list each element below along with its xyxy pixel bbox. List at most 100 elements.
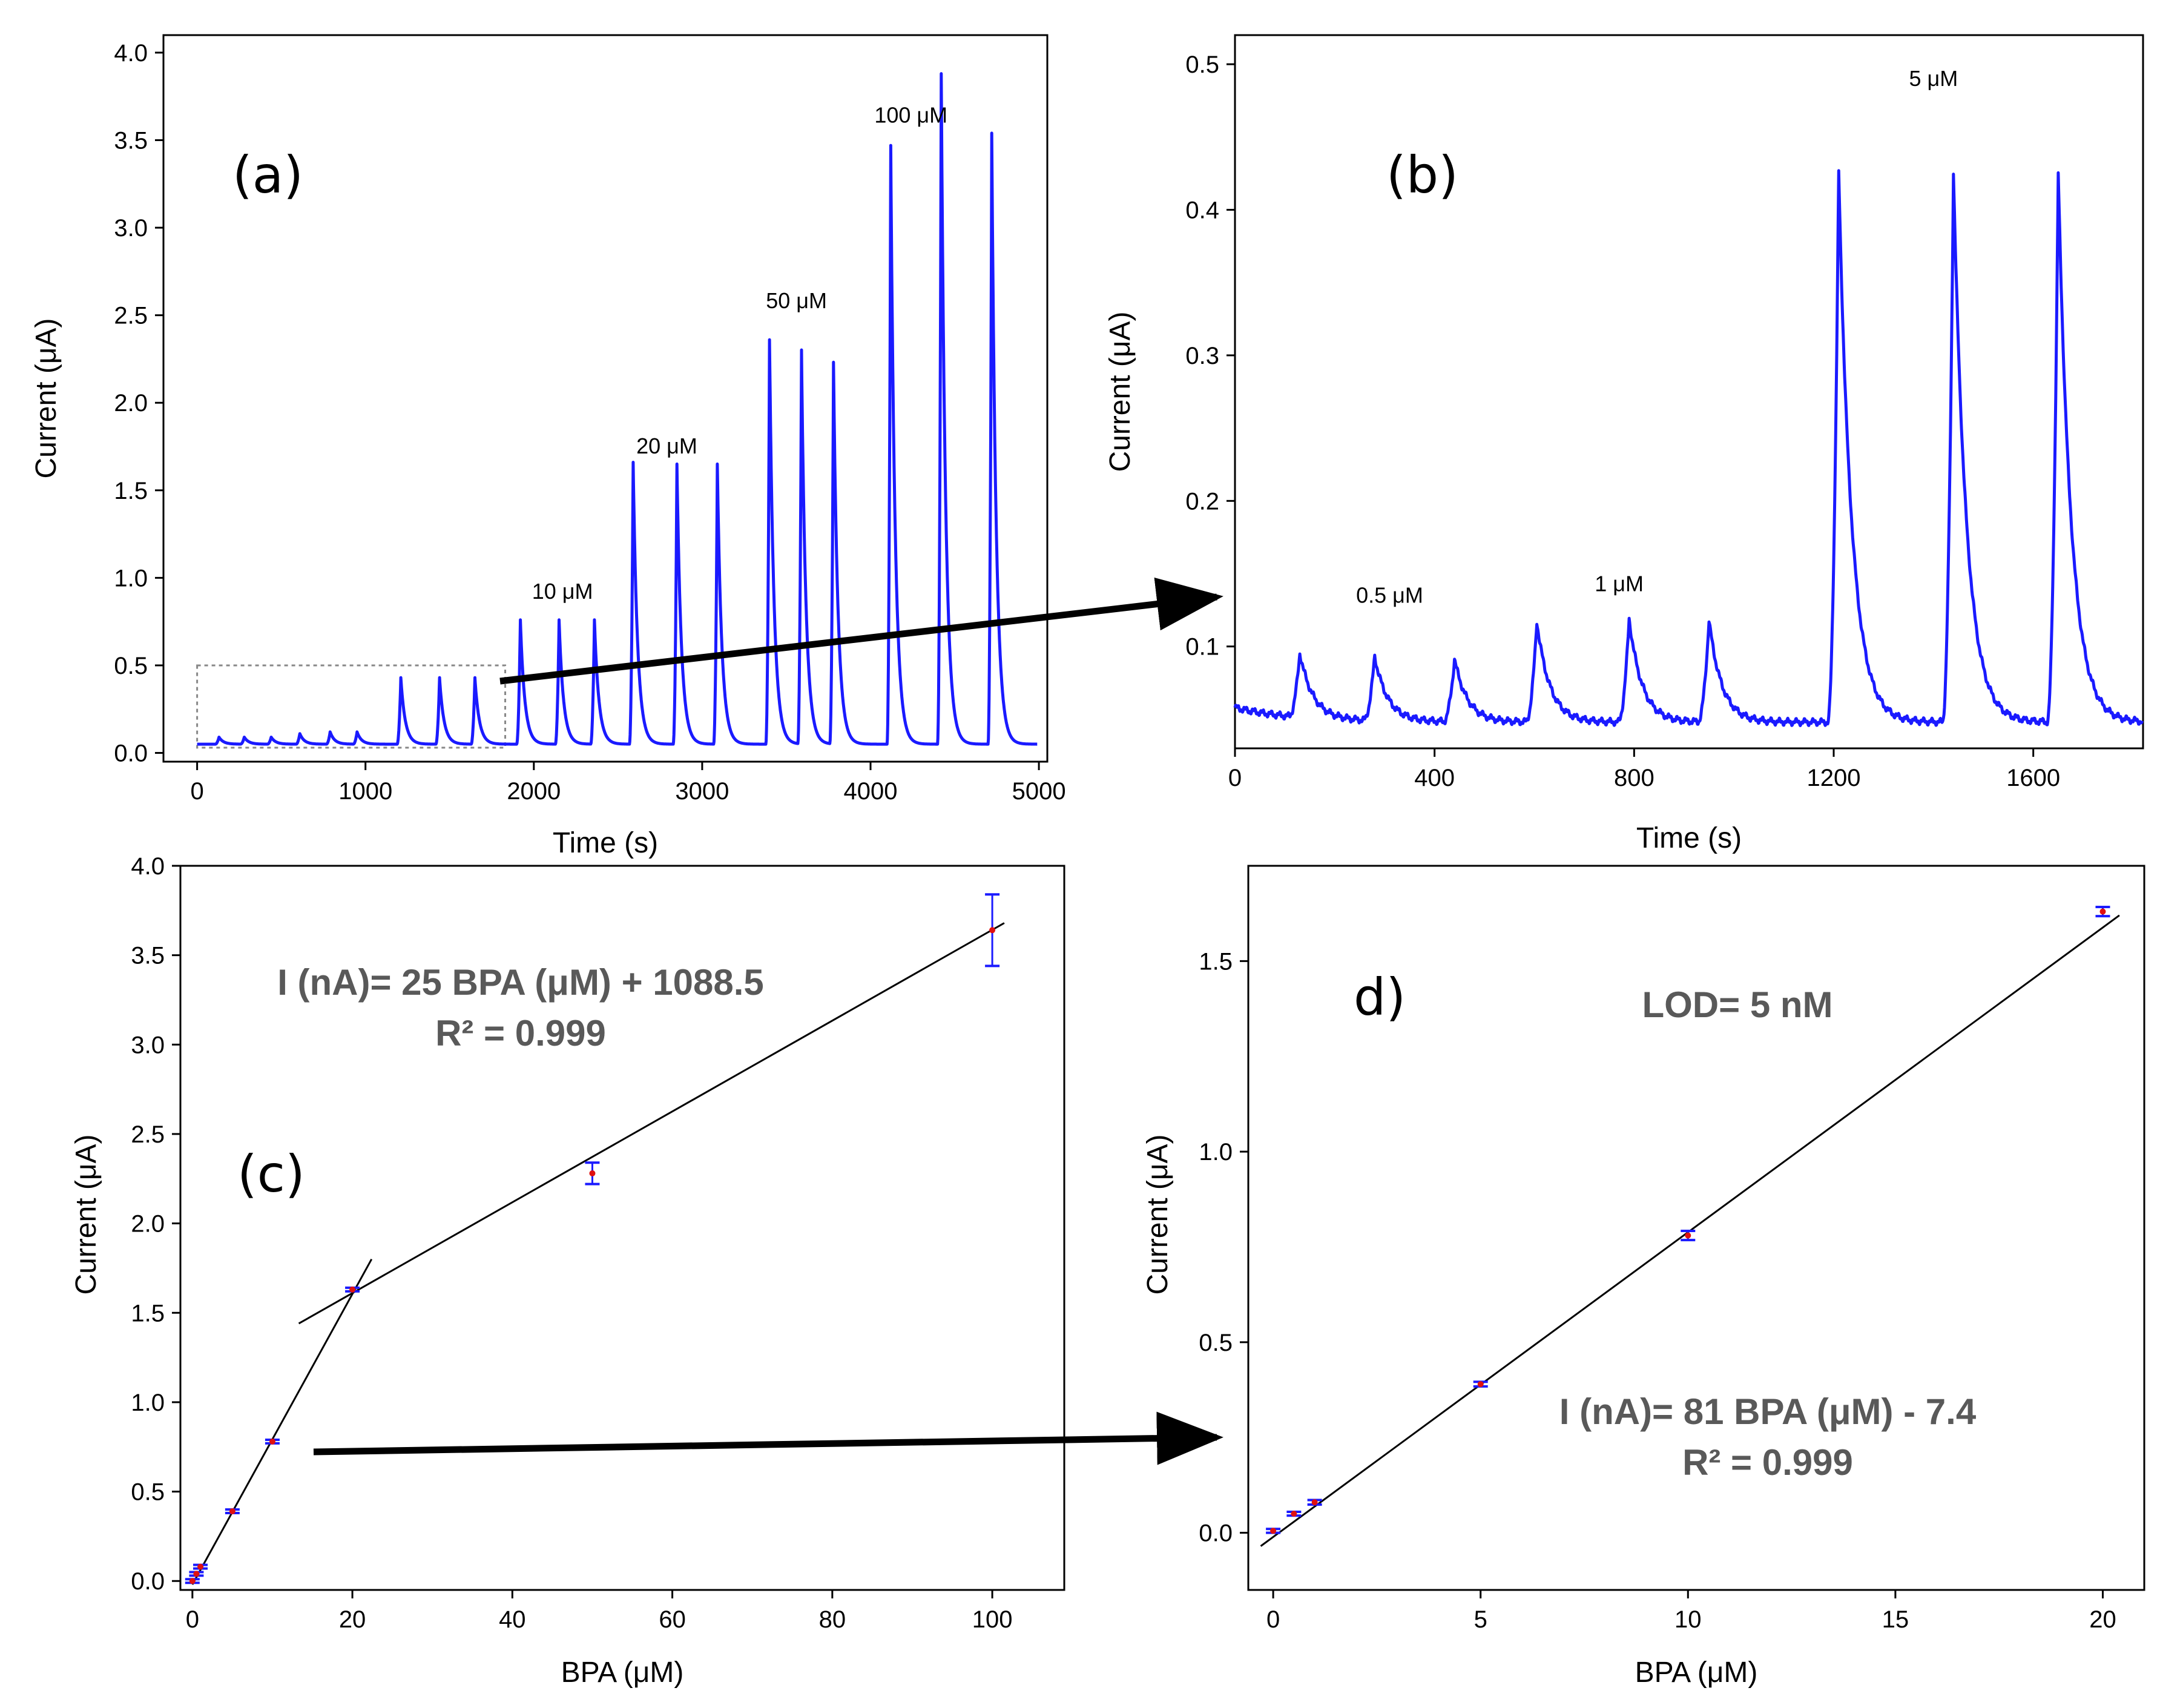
x-tick-label: 15 [1882, 1606, 1909, 1633]
panel-d-points [1266, 905, 2110, 1534]
concentration-label: 0.5 μM [1356, 583, 1423, 608]
panel-d-r-squared: R² = 0.999 [1682, 1442, 1853, 1483]
concentration-label: 50 μM [766, 288, 827, 313]
y-tick-label: 0.0 [114, 740, 148, 767]
y-tick-label: 0.3 [1185, 343, 1219, 369]
data-point [1685, 1232, 1691, 1239]
y-tick-label: 1.5 [1199, 948, 1233, 975]
x-tick-label: 0 [1266, 1606, 1280, 1633]
y-tick-label: 0.0 [1199, 1520, 1233, 1547]
x-tick-label: 2000 [507, 778, 561, 805]
y-tick-label: 1.0 [131, 1390, 165, 1416]
y-tick-label: 0.4 [1185, 197, 1219, 223]
y-tick-label: 1.0 [114, 565, 148, 592]
linear-fit-line [191, 1258, 373, 1585]
panel-b: (b) Time (s) Current (μA) 0 400 800 1200 160… [1104, 34, 2144, 854]
x-tick-label: 5000 [1012, 778, 1066, 805]
y-tick-label: 0.1 [1185, 634, 1219, 661]
panel-b-ticks: 0 400 800 1200 1600 0.1 0.2 0.3 0.4 0.5 [1185, 51, 2060, 791]
concentration-label: 5 μM [1909, 66, 1958, 91]
y-tick-label: 2.5 [114, 303, 148, 329]
x-tick-label: 400 [1414, 765, 1455, 791]
panel-a-xlabel: Time (s) [553, 827, 658, 859]
y-tick-label: 4.0 [131, 853, 165, 880]
zoom-region-box [196, 664, 507, 749]
y-tick-label: 0.5 [114, 653, 148, 679]
concentration-label: 10 μM [532, 579, 593, 604]
y-tick-label: 1.0 [1199, 1139, 1233, 1166]
y-tick-label: 0.0 [131, 1568, 165, 1595]
panel-c-letter: (c) [237, 1144, 305, 1204]
panel-c-points [185, 893, 1000, 1584]
x-tick-label: 100 [972, 1606, 1013, 1633]
panel-a-trace [196, 72, 1039, 746]
arrow-a-to-b [499, 577, 1223, 685]
x-tick-label: 20 [2089, 1606, 2116, 1633]
data-point [269, 1438, 275, 1445]
panel-d-ticks: 0 5 10 15 20 0.0 0.5 1.0 1.5 [1199, 948, 2116, 1633]
y-tick-label: 0.5 [1185, 51, 1219, 78]
data-point [349, 1286, 356, 1293]
panel-d: d) LOD= 5 nM I (nA)= 81 BPA (μM) - 7.4 R… [1142, 865, 2145, 1689]
x-tick-label: 1200 [1807, 765, 1861, 791]
data-point [989, 927, 996, 934]
panel-b-ylabel: Current (μA) [1104, 311, 1136, 472]
panel-b-plot-frame [1234, 34, 2144, 750]
concentration-label: 1 μM [1595, 571, 1644, 596]
y-tick-label: 3.5 [131, 943, 165, 969]
y-tick-label: 2.0 [114, 390, 148, 417]
data-point [193, 1571, 200, 1577]
panel-c-r-squared: R² = 0.999 [435, 1013, 606, 1053]
x-tick-label: 3000 [675, 778, 729, 805]
y-tick-label: 2.5 [131, 1121, 165, 1148]
x-tick-label: 1000 [338, 778, 392, 805]
panel-d-plot-frame [1247, 865, 2145, 1591]
data-point [589, 1170, 596, 1176]
panel-c-equation: I (nA)= 25 BPA (μM) + 1088.5 [277, 962, 764, 1003]
y-tick-label: 0.5 [131, 1479, 165, 1506]
panel-b-xlabel: Time (s) [1636, 822, 1742, 854]
y-tick-label: 0.5 [1199, 1330, 1233, 1356]
panel-b-annotations: 0.5 μM 1 μM 5 μM [1356, 66, 1958, 607]
data-point [2099, 908, 2106, 915]
data-point [197, 1563, 204, 1570]
panel-a: (a) Time (s) Current (μA) 0 1000 2000 3000 4… [30, 34, 1066, 859]
panel-a-letter: (a) [232, 145, 303, 205]
data-point [1270, 1528, 1277, 1534]
x-tick-label: 0 [190, 778, 203, 805]
y-tick-label: 3.5 [114, 127, 148, 154]
x-tick-label: 80 [819, 1606, 846, 1633]
linear-fit-line [298, 922, 1005, 1325]
x-tick-label: 10 [1674, 1606, 1702, 1633]
x-tick-label: 0 [1228, 765, 1242, 791]
panel-c-fit-lines [191, 922, 1005, 1585]
panel-a-plot-frame [162, 34, 1049, 763]
panel-a-inset-box [196, 664, 507, 749]
y-tick-label: 3.0 [114, 215, 148, 242]
arrow-c-to-d [313, 1411, 1223, 1465]
data-point [229, 1508, 235, 1515]
current-trace [1233, 169, 2144, 727]
concentration-label: 20 μM [636, 434, 697, 458]
data-point [1291, 1511, 1297, 1517]
x-tick-label: 20 [339, 1606, 366, 1633]
x-tick-label: 4000 [844, 778, 898, 805]
panel-d-ylabel: Current (μA) [1142, 1134, 1174, 1294]
data-point [1311, 1499, 1318, 1506]
panel-a-ylabel: Current (μA) [30, 318, 62, 478]
data-point [1477, 1381, 1484, 1388]
x-tick-label: 40 [499, 1606, 526, 1633]
panel-b-letter: (b) [1386, 145, 1458, 205]
panel-a-ticks: 0 1000 2000 3000 4000 5000 0.0 0.5 1.0 1.5 2.0 2.5 3… [114, 40, 1065, 805]
panel-d-lod: LOD= 5 nM [1642, 984, 1832, 1025]
y-tick-label: 1.5 [131, 1300, 165, 1327]
x-tick-label: 5 [1474, 1606, 1487, 1633]
x-tick-label: 800 [1614, 765, 1655, 791]
x-tick-label: 60 [659, 1606, 686, 1633]
panel-d-xlabel: BPA (μM) [1635, 1657, 1758, 1689]
panel-c-plot-frame [179, 865, 1065, 1591]
data-point [189, 1578, 196, 1584]
panel-c: (c) I (nA)= 25 BPA (μM) + 1088.5 R² = 0.… [70, 853, 1065, 1689]
current-trace [196, 72, 1039, 746]
